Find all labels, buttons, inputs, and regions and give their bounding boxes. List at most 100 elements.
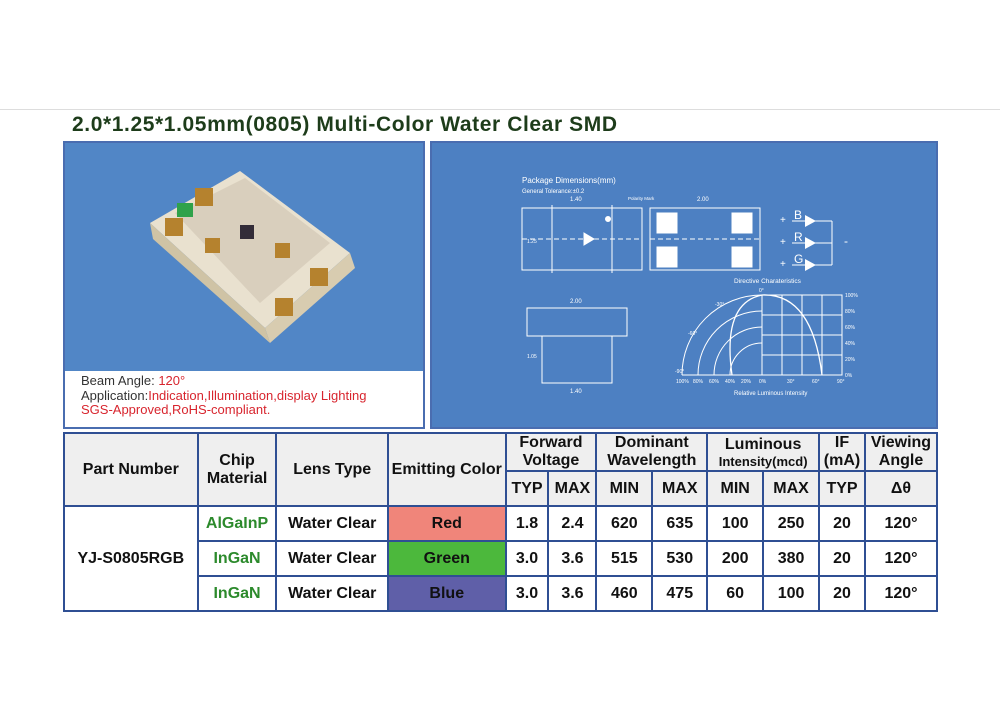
wl-min-cell: 620 [595,505,654,542]
header-dominant-wavelength: Dominant Wavelength [595,432,709,472]
angle-tick-minus30: -30° [715,302,724,308]
package-drawing: Package Dimensions(mm) General Tolerance… [521,176,858,397]
emitting-color-cell: Red [386,505,507,542]
x-tick-100: 100% [676,379,689,385]
sub-max: MAX [651,470,709,507]
directive-title: Directive Charateristics [734,278,802,285]
vf-typ-cell: 3.0 [504,575,550,612]
table-row: InGaN Water Clear Green 3.0 3.6 515 530 200 380 2… [64,540,939,577]
page-title: 2.0*1.25*1.05mm(0805) Multi-Color Water … [72,113,618,136]
sub-max: MAX [762,470,821,507]
x-tick-20: 20% [741,379,752,385]
lum-title: Luminous [724,435,802,453]
pct-tick-20: 20% [845,357,856,363]
x-tick-30deg: 30° [787,379,795,385]
view-cell: 120° [863,540,939,577]
beam-angle-label: Beam Angle: [81,373,159,388]
lum-min-cell: 100 [706,505,765,542]
wl-max-cell: 475 [651,575,709,612]
tolerance-text: General Tolerance:±0.2 [522,189,585,195]
dim-200-side: 2.00 [697,197,709,203]
lum-max-cell: 100 [762,575,821,612]
plus-r: + [780,237,786,248]
if-unit: (mA) [823,452,861,469]
top-rule [0,109,1000,110]
pct-tick-80: 80% [845,309,856,315]
sub-min: MIN [706,470,765,507]
x-tick-90deg: 90° [837,379,845,385]
pct-tick-0: 0% [845,373,853,379]
sub-typ: TYP [504,470,550,507]
application-value: Indication,Illumination,display Lighting [148,387,367,403]
pct-tick-40: 40% [845,341,856,347]
directive-xlabel: Relative Luminous Intensity [734,391,807,397]
plus-g: + [780,259,786,270]
wl-max-cell: 635 [651,505,709,542]
view-cell: 120° [863,505,939,542]
sub-typ: TYP [818,470,866,507]
wl-min-cell: 460 [595,575,654,612]
sub-min: MIN [595,470,654,507]
pin-g-label: G [794,252,803,266]
product-photo-panel: Beam Angle: 120° Application:Indication,… [63,141,425,429]
wl-max-cell: 530 [651,540,709,577]
vf-typ-cell: 1.8 [504,505,550,542]
x-tick-60deg: 60° [812,379,820,385]
x-tick-60: 60% [709,379,720,385]
chip-material-cell: AlGaInP [196,505,278,542]
vf-max-cell: 3.6 [547,540,598,577]
certification-text: SGS-Approved,RoHS-compliant. [81,402,271,417]
pct-tick-60: 60% [845,325,856,331]
sub-delta: Δθ [863,470,939,507]
view-cell: 120° [863,575,939,612]
emitting-color-cell: Blue [386,575,507,612]
dim-125-top: 1.25 [527,239,537,245]
vf-max-cell: 3.6 [547,575,598,612]
table-row: InGaN Water Clear Blue 3.0 3.6 460 475 60 100 20 1… [64,575,939,612]
led-chip-illustration [150,171,355,343]
x-tick-0: 0% [759,379,767,385]
header-luminous-intensity: Luminous Intensity(mcd) [706,432,821,472]
beam-angle-value: 120° [158,373,186,388]
package-dimensions-title: Package Dimensions(mm) [522,176,616,185]
x-tick-80: 80% [693,379,704,385]
if-cell: 20 [818,540,866,577]
dim-140-front: 1.40 [570,389,582,395]
led-photo [65,143,423,371]
header-emitting-color: Emitting Color [386,432,507,507]
chip-material-cell: InGaN [196,540,278,577]
if-cell: 20 [818,505,866,542]
spec-table: Part Number Chip Material Lens Type Emit… [63,432,939,612]
header-forward-voltage: Forward Voltage [504,432,598,472]
diode-symbol-icon [583,232,595,246]
product-caption: Beam Angle: 120° Application:Indication,… [65,371,423,427]
angle-tick-minus60: -60° [688,331,697,337]
lum-min-cell: 60 [706,575,765,612]
header-lens-type: Lens Type [275,432,389,507]
x-tick-40: 40% [725,379,736,385]
polar-chart [681,294,843,376]
lum-unit: Intensity(mcd) [718,453,808,469]
dim-140-top: 1.40 [570,197,582,203]
lens-type-cell: Water Clear [275,575,389,612]
pin-r-label: R [794,230,803,244]
vf-max-cell: 2.4 [547,505,598,542]
polar-tick-labels: 0° -30° -60° -90° 100% 80% 60% 40% 20% 0… [675,288,858,385]
if-cell: 20 [818,575,866,612]
if-title: IF [834,434,850,451]
lum-min-cell: 200 [706,540,765,577]
pin-b-label: B [794,208,802,222]
wl-min-cell: 515 [595,540,654,577]
lum-max-cell: 250 [762,505,821,542]
header-viewing-angle: Viewing Angle [863,432,939,472]
pct-tick-100: 100% [845,293,858,299]
table-row: YJ-S0805RGB AlGaInP Water Clear Red 1.8 2.4 62… [63,505,939,612]
angle-tick-0: 0° [759,288,764,294]
polarity-mark [605,216,611,222]
header-chip-material: Chip Material [196,432,278,507]
vf-typ-cell: 3.0 [504,540,550,577]
lens-type-cell: Water Clear [275,540,389,577]
emitting-color-cell: Green [386,540,507,577]
sub-max: MAX [547,470,598,507]
application-label: Application: [81,387,149,403]
